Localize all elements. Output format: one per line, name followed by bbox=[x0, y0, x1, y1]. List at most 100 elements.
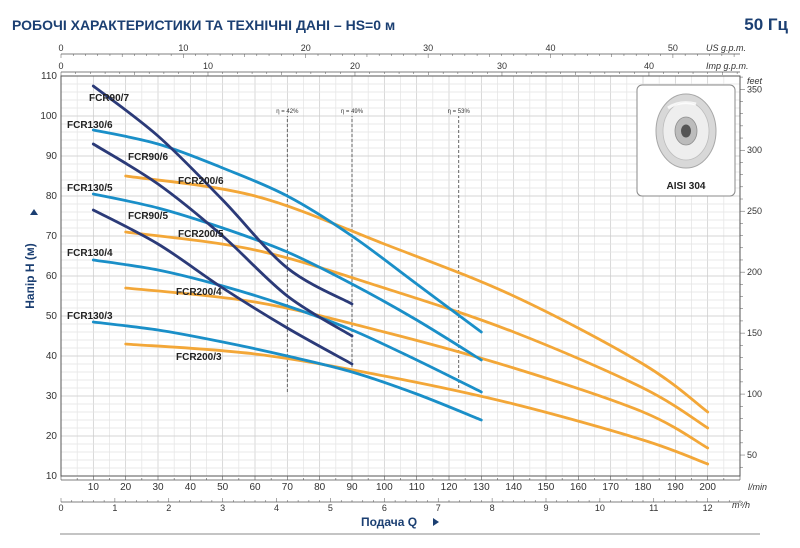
curve-label-fcr130-6: FCR130/6 bbox=[67, 120, 113, 131]
x-tick-label: 80 bbox=[314, 482, 326, 493]
x-tick-label: 60 bbox=[249, 482, 261, 493]
m3h-tick-label: 6 bbox=[382, 503, 387, 513]
x-tick-label: 160 bbox=[570, 482, 587, 493]
impgpm-unit-label: Imp g.p.m. bbox=[706, 61, 749, 71]
series-line-fcr130-3 bbox=[91, 320, 483, 422]
feet-tick-label: 100 bbox=[747, 389, 762, 399]
x-tick-label: 180 bbox=[635, 482, 652, 493]
impgpm-tick-label: 10 bbox=[203, 61, 213, 71]
x-tick-label: 150 bbox=[538, 482, 555, 493]
series-line-fcr200-3 bbox=[124, 342, 710, 466]
m3h-tick-label: 10 bbox=[595, 503, 605, 513]
x-tick-label: 70 bbox=[282, 482, 294, 493]
x-tick-label: 90 bbox=[346, 482, 358, 493]
curve-label-fcr200-5: FCR200/5 bbox=[178, 229, 224, 240]
y-tick-label: 110 bbox=[41, 71, 57, 82]
frequency-label: 50 Гц bbox=[744, 15, 788, 34]
impgpm-tick-label: 0 bbox=[58, 61, 63, 71]
series-line-fcr130-5 bbox=[91, 192, 483, 362]
curve-label-fcr200-3: FCR200/3 bbox=[176, 352, 222, 363]
usgpm-tick-label: 10 bbox=[178, 43, 188, 53]
feet-tick-label: 50 bbox=[747, 450, 757, 460]
y-tick-label: 50 bbox=[46, 311, 58, 322]
x-tick-label: 50 bbox=[217, 482, 229, 493]
usgpm-tick-label: 0 bbox=[58, 43, 63, 53]
curve-label-fcr130-5: FCR130/5 bbox=[67, 183, 113, 194]
curve-label-fcr130-4: FCR130/4 bbox=[67, 248, 113, 259]
x-tick-label: 10 bbox=[88, 482, 100, 493]
usgpm-tick-label: 30 bbox=[423, 43, 433, 53]
x-axis-label: Подача Q bbox=[361, 515, 417, 529]
curve-label-fcr90-7: FCR90/7 bbox=[89, 93, 129, 104]
y-axis-arrow-icon bbox=[30, 209, 38, 215]
x-tick-label: 190 bbox=[667, 482, 684, 493]
curve-label-fcr90-6: FCR90/6 bbox=[128, 152, 168, 163]
m3h-tick-label: 3 bbox=[220, 503, 225, 513]
series-lines bbox=[91, 84, 710, 466]
series-line-fcr90-6 bbox=[91, 142, 354, 338]
m3h-tick-label: 5 bbox=[328, 503, 333, 513]
m3h-tick-label: 1 bbox=[112, 503, 117, 513]
plot-frame bbox=[60, 75, 741, 477]
series-line-fcr200-6 bbox=[124, 174, 710, 414]
y-tick-label: 10 bbox=[46, 471, 58, 482]
feet-tick-label: 200 bbox=[747, 267, 762, 277]
m3h-tick-label: 11 bbox=[649, 503, 658, 513]
series-line-fcr90-5 bbox=[91, 208, 354, 366]
series-line-fcr130-4 bbox=[91, 258, 483, 394]
curve-labels: FCR90/7 FCR130/6 FCR90/6 FCR200/6 FCR130/5 FC… bbox=[67, 93, 224, 363]
efficiency-label: η = 49% bbox=[341, 109, 364, 115]
feet-tick-label: 150 bbox=[747, 328, 762, 338]
m3h-tick-label: 8 bbox=[490, 503, 495, 513]
m3h-tick-label: 7 bbox=[436, 503, 441, 513]
x-tick-label: 100 bbox=[376, 482, 393, 493]
y-axis-title: Напір H (м) bbox=[23, 209, 38, 309]
m3h-tick-label: 2 bbox=[166, 503, 171, 513]
material-label: AISI 304 bbox=[667, 181, 706, 192]
impgpm-tick-label: 30 bbox=[497, 61, 507, 71]
x-tick-label: 20 bbox=[120, 482, 132, 493]
y-tick-label: 70 bbox=[46, 231, 58, 242]
series-line-fcr200-4 bbox=[124, 286, 710, 450]
x-axis-title: Подача Q bbox=[361, 515, 439, 529]
curve-label-fcr200-4: FCR200/4 bbox=[176, 287, 222, 298]
series-line-fcr130-6 bbox=[91, 128, 483, 334]
y-tick-label: 90 bbox=[46, 151, 58, 162]
feet-unit-label: feet bbox=[747, 76, 763, 86]
y-tick-label: 60 bbox=[46, 271, 58, 282]
curve-label-fcr90-5: FCR90/5 bbox=[128, 211, 168, 222]
x-tick-label: 140 bbox=[505, 482, 522, 493]
y-axis-label: Напір H (м) bbox=[23, 243, 37, 308]
chart-title: РОБОЧІ ХАРАКТЕРИСТИКИ ТА ТЕХНІЧНІ ДАНІ –… bbox=[12, 17, 395, 33]
y-tick-label: 40 bbox=[46, 351, 58, 362]
curve-label-fcr130-3: FCR130/3 bbox=[67, 311, 113, 322]
x-tick-label: 170 bbox=[602, 482, 619, 493]
efficiency-label: η = 53% bbox=[448, 109, 471, 115]
y-tick-label: 100 bbox=[40, 111, 57, 122]
impgpm-tick-label: 20 bbox=[350, 61, 360, 71]
x-tick-label: 110 bbox=[409, 482, 425, 493]
series-line-fcr90-7 bbox=[91, 84, 354, 306]
efficiency-lines: η = 42% η = 49% η = 53% bbox=[276, 109, 470, 392]
curve-label-fcr200-6: FCR200/6 bbox=[178, 176, 224, 187]
x-tick-label: 30 bbox=[152, 482, 164, 493]
x-tick-label: 130 bbox=[473, 482, 490, 493]
x-tick-label: 40 bbox=[185, 482, 197, 493]
usgpm-tick-label: 20 bbox=[301, 43, 311, 53]
feet-tick-label: 300 bbox=[747, 145, 762, 155]
usgpm-tick-label: 40 bbox=[546, 43, 556, 53]
feet-tick-label: 250 bbox=[747, 206, 762, 216]
impeller-inset: AISI 304 bbox=[636, 84, 736, 197]
m3h-tick-label: 9 bbox=[543, 503, 548, 513]
y-tick-label: 30 bbox=[46, 391, 58, 402]
efficiency-label: η = 42% bbox=[276, 109, 299, 115]
feet-tick-label: 350 bbox=[747, 84, 762, 94]
m3h-tick-label: 12 bbox=[703, 503, 713, 513]
impeller-image bbox=[655, 93, 717, 169]
m3h-tick-label: 4 bbox=[274, 503, 279, 513]
impgpm-tick-label: 40 bbox=[644, 61, 654, 71]
y-tick-label: 80 bbox=[46, 191, 58, 202]
plot-border bbox=[60, 75, 741, 477]
